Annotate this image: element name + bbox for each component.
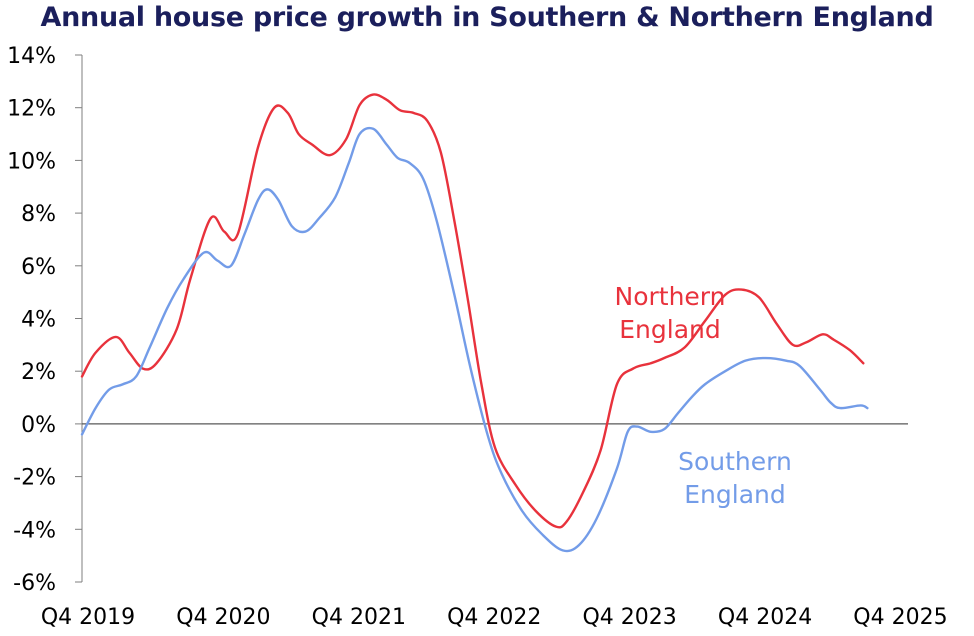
chart-title: Annual house price growth in Southern & … xyxy=(40,2,934,33)
x-tick-label: Q4 2022 xyxy=(447,605,541,630)
labels-layer: Northern England Southern England xyxy=(615,282,792,509)
series-label-northern-england: Northern England xyxy=(615,282,726,344)
series-line-southern-england xyxy=(80,126,869,553)
series-line-northern-england xyxy=(80,93,865,529)
x-tick-label: Q4 2021 xyxy=(312,605,406,630)
y-tick-label: 8% xyxy=(21,202,56,227)
y-tick-label: 4% xyxy=(21,308,56,333)
y-tick-label: 10% xyxy=(7,149,56,174)
y-tick-label: -6% xyxy=(13,571,56,596)
y-tick-label: -4% xyxy=(13,518,56,543)
y-tick-label: 0% xyxy=(21,413,56,438)
series-label-line: England xyxy=(684,480,786,509)
y-tick-label: 6% xyxy=(21,255,56,280)
axes-layer: 14% 12% 10% 8% 6% 4% 2% 0% -2% -4% -6% Q4 2019 Q4 20… xyxy=(7,44,948,630)
x-tick-label: Q4 2019 xyxy=(41,605,135,630)
y-tick-label: -2% xyxy=(13,466,56,491)
x-tick-label: Q4 2025 xyxy=(853,605,947,630)
series-layer xyxy=(80,93,869,553)
series-label-line: Southern xyxy=(678,447,792,476)
x-tick-label: Q4 2023 xyxy=(582,605,676,630)
y-tick-label: 14% xyxy=(7,44,56,69)
series-label-line: England xyxy=(619,315,721,344)
x-tick-label: Q4 2024 xyxy=(718,605,812,630)
y-tick-label: 2% xyxy=(21,360,56,385)
series-label-line: Northern xyxy=(615,282,726,311)
series-label-southern-england: Southern England xyxy=(678,447,792,509)
x-tick-label: Q4 2020 xyxy=(176,605,270,630)
y-tick-label: 12% xyxy=(7,97,56,122)
